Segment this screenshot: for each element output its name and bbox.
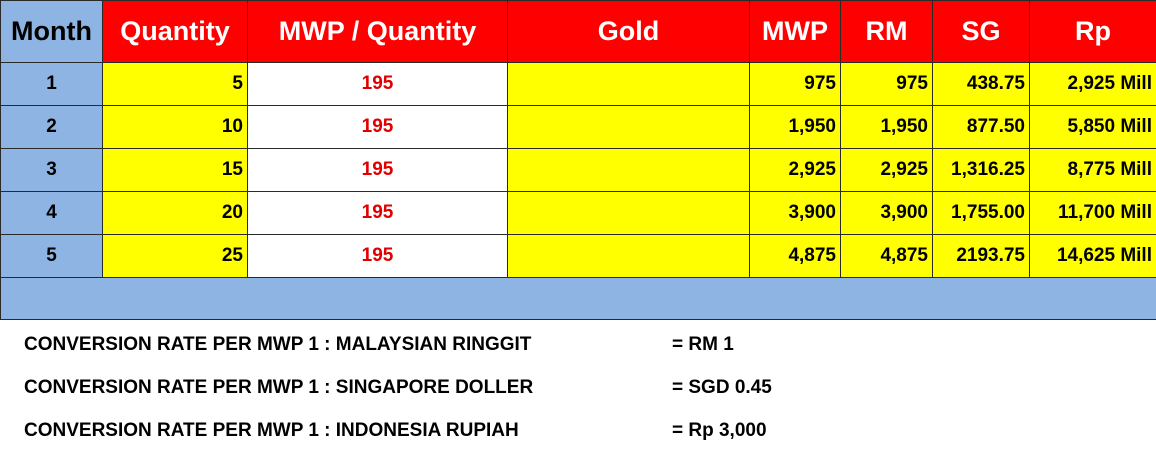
cell-sg: 2193.75 bbox=[932, 234, 1030, 278]
cell-month: 4 bbox=[0, 191, 103, 235]
cell-mwp: 4,875 bbox=[749, 234, 841, 278]
cell-rp: 11,700 Mill bbox=[1029, 191, 1156, 235]
header-sg: SG bbox=[932, 0, 1030, 63]
cell-quantity: 25 bbox=[102, 234, 248, 278]
conversion-note-value: = SGD 0.45 bbox=[672, 377, 772, 398]
cell-mwp: 2,925 bbox=[749, 148, 841, 192]
cell-rm: 4,875 bbox=[840, 234, 933, 278]
blank-cell bbox=[0, 277, 1156, 320]
header-rm: RM bbox=[840, 0, 933, 63]
cell-rm: 1,950 bbox=[840, 105, 933, 149]
cell-quantity: 20 bbox=[102, 191, 248, 235]
cell-rm: 975 bbox=[840, 62, 933, 106]
table-row: 4 20 195 3,900 3,900 1,755.00 11,700 Mil… bbox=[0, 191, 1156, 235]
cell-mwp-per-quantity: 195 bbox=[247, 62, 508, 106]
conversion-note-label: CONVERSION RATE PER MWP 1 : SINGAPORE DO… bbox=[24, 377, 534, 398]
table-row: 1 5 195 975 975 438.75 2,925 Mill bbox=[0, 62, 1156, 106]
cell-gold bbox=[507, 62, 750, 106]
cell-mwp: 3,900 bbox=[749, 191, 841, 235]
cell-gold bbox=[507, 234, 750, 278]
cell-mwp: 1,950 bbox=[749, 105, 841, 149]
header-row: Month Quantity MWP / Quantity Gold MWP R… bbox=[0, 0, 1156, 63]
table-row: 3 15 195 2,925 2,925 1,316.25 8,775 Mill bbox=[0, 148, 1156, 192]
cell-mwp: 975 bbox=[749, 62, 841, 106]
header-quantity: Quantity bbox=[102, 0, 248, 63]
table-row: 5 25 195 4,875 4,875 2193.75 14,625 Mill bbox=[0, 234, 1156, 278]
conversion-note-value: = RM 1 bbox=[672, 334, 734, 355]
cell-mwp-per-quantity: 195 bbox=[247, 234, 508, 278]
cell-gold bbox=[507, 191, 750, 235]
cell-quantity: 5 bbox=[102, 62, 248, 106]
cell-month: 2 bbox=[0, 105, 103, 149]
cell-gold bbox=[507, 105, 750, 149]
conversion-notes: CONVERSION RATE PER MWP 1 : MALAYSIAN RI… bbox=[0, 320, 1156, 452]
cell-month: 1 bbox=[0, 62, 103, 106]
cell-mwp-per-quantity: 195 bbox=[247, 191, 508, 235]
cell-rp: 5,850 Mill bbox=[1029, 105, 1156, 149]
conversion-note-value: = Rp 3,000 bbox=[672, 420, 767, 441]
cell-quantity: 10 bbox=[102, 105, 248, 149]
cell-month: 3 bbox=[0, 148, 103, 192]
cell-sg: 1,755.00 bbox=[932, 191, 1030, 235]
conversion-table: Month Quantity MWP / Quantity Gold MWP R… bbox=[0, 0, 1156, 320]
cell-gold bbox=[507, 148, 750, 192]
cell-rp: 2,925 Mill bbox=[1029, 62, 1156, 106]
cell-sg: 438.75 bbox=[932, 62, 1030, 106]
cell-sg: 1,316.25 bbox=[932, 148, 1030, 192]
cell-rm: 2,925 bbox=[840, 148, 933, 192]
cell-mwp-per-quantity: 195 bbox=[247, 148, 508, 192]
header-rp: Rp bbox=[1029, 0, 1156, 63]
header-month: Month bbox=[0, 0, 103, 63]
conversion-note-label: CONVERSION RATE PER MWP 1 : INDONESIA RU… bbox=[24, 420, 519, 441]
header-gold: Gold bbox=[507, 0, 750, 63]
header-mwp-per-quantity: MWP / Quantity bbox=[247, 0, 508, 63]
blank-blue-row bbox=[0, 277, 1156, 320]
cell-rp: 8,775 Mill bbox=[1029, 148, 1156, 192]
cell-quantity: 15 bbox=[102, 148, 248, 192]
cell-month: 5 bbox=[0, 234, 103, 278]
header-mwp: MWP bbox=[749, 0, 841, 63]
table-row: 2 10 195 1,950 1,950 877.50 5,850 Mill bbox=[0, 105, 1156, 149]
cell-mwp-per-quantity: 195 bbox=[247, 105, 508, 149]
cell-rm: 3,900 bbox=[840, 191, 933, 235]
conversion-note-label: CONVERSION RATE PER MWP 1 : MALAYSIAN RI… bbox=[24, 334, 532, 355]
cell-sg: 877.50 bbox=[932, 105, 1030, 149]
cell-rp: 14,625 Mill bbox=[1029, 234, 1156, 278]
